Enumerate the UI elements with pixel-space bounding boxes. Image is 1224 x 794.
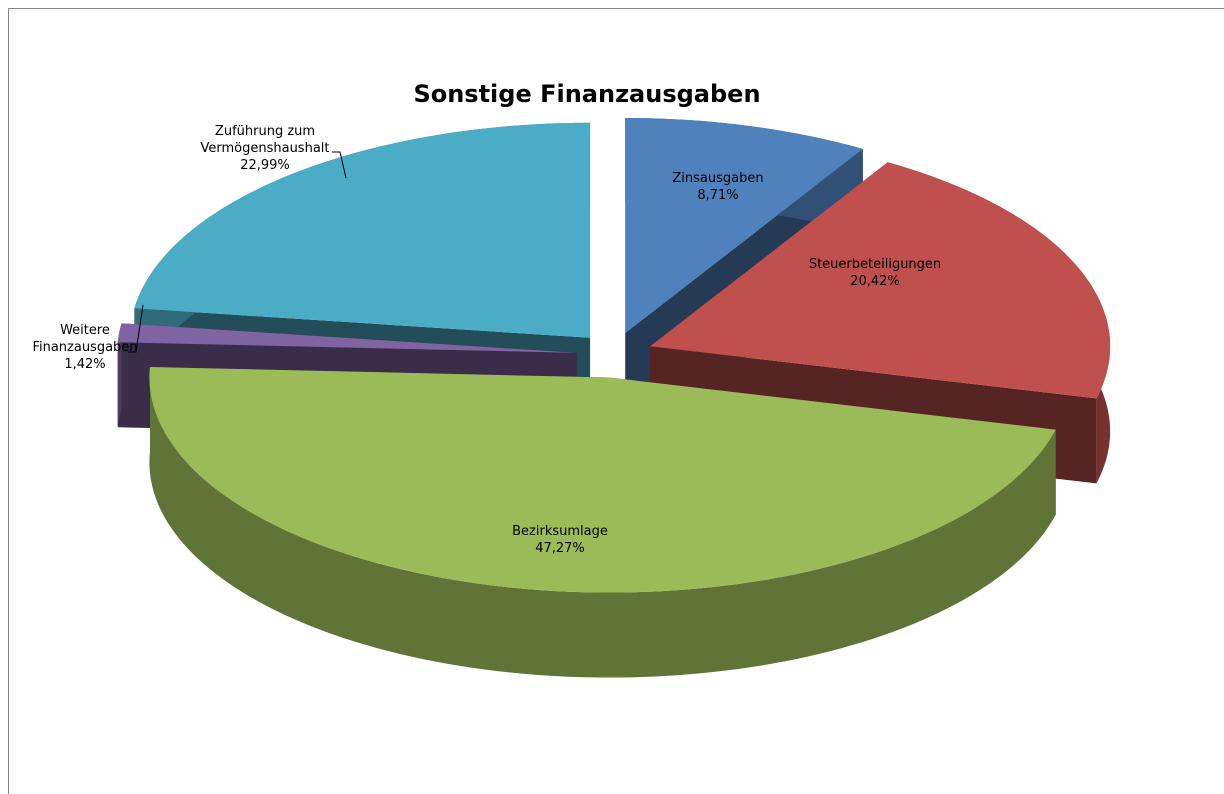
value-label: 20,42% <box>850 274 900 289</box>
frame <box>8 8 1224 794</box>
chart-title: Sonstige Finanzausgaben <box>413 80 761 108</box>
slice <box>117 323 578 353</box>
category-label: Weitere Finanzausgaben <box>32 322 138 355</box>
value-label: 8,71% <box>697 188 739 203</box>
slice <box>625 118 863 334</box>
slice <box>134 122 591 338</box>
category-label: Bezirksumlage <box>512 524 608 539</box>
leader-line <box>332 151 347 179</box>
value-label: 22,99% <box>240 157 290 173</box>
pie <box>117 118 1111 678</box>
slice-label: Zuführung zum Vermögenshaushalt 22,99% <box>180 123 350 174</box>
category-label: Zuführung zum Vermögenshaushalt <box>200 123 330 156</box>
value-label: 1,42% <box>64 356 106 372</box>
slice-wall <box>149 366 1056 678</box>
slice-label: Bezirksumlage 47,27% <box>460 523 660 557</box>
value-label: 47,27% <box>535 541 585 556</box>
slice <box>650 162 1111 399</box>
slice-label: Steuerbeteiligungen 20,42% <box>775 256 975 290</box>
category-label: Zinsausgaben <box>672 171 764 186</box>
slice-wall <box>117 323 122 428</box>
category-label: Steuerbeteiligungen <box>808 257 942 272</box>
slice <box>149 366 1056 593</box>
leader-line <box>128 304 144 353</box>
slice-label: Weitere Finanzausgaben 1,42% <box>30 322 140 373</box>
slice-label: Zinsausgaben 8,71% <box>618 170 818 204</box>
